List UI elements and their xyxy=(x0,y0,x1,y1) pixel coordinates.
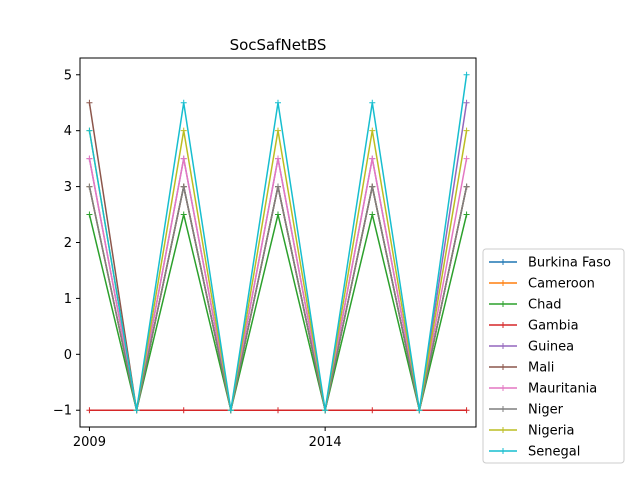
legend-marker xyxy=(500,322,506,328)
data-point xyxy=(86,99,93,106)
data-point xyxy=(369,407,376,414)
data-point xyxy=(86,407,93,414)
data-point xyxy=(180,183,187,190)
data-point xyxy=(463,71,470,78)
series-nigeria xyxy=(86,127,470,414)
y-tick-label: 4 xyxy=(64,124,72,139)
legend-label: Nigeria xyxy=(528,424,575,439)
legend-marker xyxy=(500,406,506,412)
x-axis: 2009 2014 xyxy=(73,427,342,450)
data-point xyxy=(369,183,376,190)
legend-marker xyxy=(500,385,506,391)
legend-label: Mali xyxy=(528,361,554,376)
y-tick-label: 5 xyxy=(64,68,72,83)
data-point xyxy=(275,127,281,134)
data-point xyxy=(275,407,281,414)
x-tick-label: 2014 xyxy=(309,435,342,450)
data-point xyxy=(369,99,376,106)
y-tick-label: 2 xyxy=(64,236,72,251)
data-point xyxy=(463,127,470,134)
chart-title: SocSafNetBS xyxy=(230,36,327,54)
legend-label: Senegal xyxy=(528,445,580,460)
legend-item: Chad xyxy=(489,298,562,313)
legend-frame xyxy=(482,248,625,464)
data-point xyxy=(322,407,329,414)
legend-item: Mauritania xyxy=(489,382,597,397)
series-gambia xyxy=(86,407,470,414)
data-point xyxy=(463,99,470,106)
series-senegal xyxy=(86,71,470,414)
data-point xyxy=(463,183,470,190)
data-point xyxy=(463,407,470,414)
legend-label: Burkina Faso xyxy=(528,256,611,271)
plot-area xyxy=(86,71,470,414)
legend-label: Chad xyxy=(528,298,562,313)
legend-marker xyxy=(500,259,506,265)
series-chad xyxy=(86,211,470,414)
legend-marker xyxy=(500,301,506,307)
legend-item: Gambia xyxy=(489,319,579,334)
legend-label: Gambia xyxy=(528,319,579,334)
legend-label: Cameroon xyxy=(528,277,595,292)
data-point xyxy=(180,407,187,414)
data-point xyxy=(275,99,281,106)
data-point xyxy=(369,211,376,218)
legend-marker xyxy=(500,427,506,433)
legend-item: Guinea xyxy=(489,340,574,355)
series-niger xyxy=(86,183,470,414)
legend-label: Guinea xyxy=(528,340,574,355)
y-tick-label: 0 xyxy=(64,348,72,363)
series-line xyxy=(88,186,468,411)
data-point xyxy=(463,211,470,218)
legend-item: Mali xyxy=(489,361,554,376)
data-point xyxy=(133,407,140,414)
data-point xyxy=(180,127,187,134)
legend-marker xyxy=(500,280,506,286)
data-point xyxy=(180,99,187,106)
y-tick-label: 3 xyxy=(64,180,72,195)
series-line xyxy=(88,214,468,411)
legend-marker xyxy=(500,448,506,454)
data-point xyxy=(416,407,423,414)
legend-item: Nigeria xyxy=(489,424,575,439)
data-point xyxy=(369,127,376,134)
data-point xyxy=(227,407,234,414)
y-tick-label: 1 xyxy=(64,292,72,307)
data-point xyxy=(275,183,281,190)
data-point xyxy=(180,155,187,162)
legend-label: Mauritania xyxy=(528,382,597,397)
x-tick-label: 2009 xyxy=(73,435,106,450)
legend-marker xyxy=(500,364,506,370)
data-point xyxy=(180,211,187,218)
y-axis: −1 0 1 2 3 4 5 xyxy=(53,68,80,419)
legend-marker xyxy=(500,343,506,349)
data-point xyxy=(86,211,93,218)
data-point xyxy=(86,127,93,134)
data-point xyxy=(86,183,93,190)
data-point xyxy=(275,155,281,162)
series-line xyxy=(88,186,468,411)
legend-item: Senegal xyxy=(489,445,580,460)
data-point xyxy=(275,211,281,218)
legend-label: Niger xyxy=(528,403,564,418)
legend: Burkina Faso Cameroon Chad Gambia Guinea Mali… xyxy=(482,248,625,464)
data-point xyxy=(369,155,376,162)
data-point xyxy=(463,155,470,162)
axes-frame xyxy=(79,57,477,428)
legend-item: Cameroon xyxy=(489,277,595,292)
series-line xyxy=(88,186,468,411)
data-point xyxy=(86,155,93,162)
legend-item: Burkina Faso xyxy=(489,256,611,271)
legend-item: Niger xyxy=(489,403,564,418)
y-tick-label: −1 xyxy=(53,404,72,419)
